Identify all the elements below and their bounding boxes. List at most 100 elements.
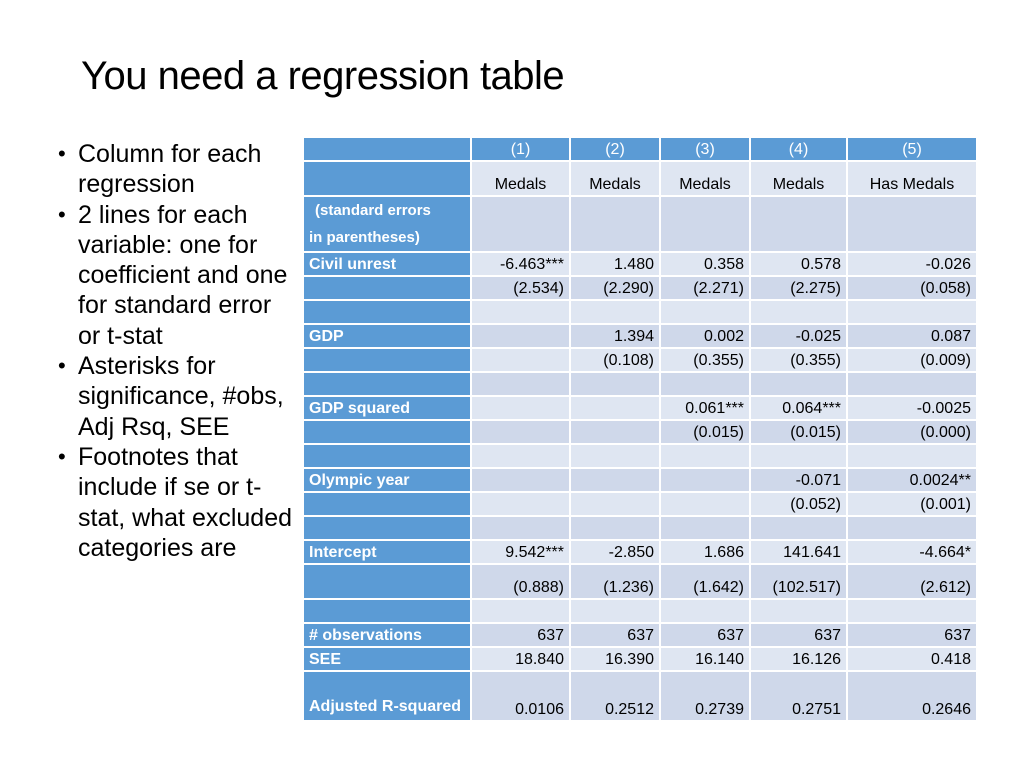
table-cell: 0.0106 xyxy=(470,670,571,722)
table-cell: 637 xyxy=(659,622,751,648)
table-cell: -0.0025 xyxy=(846,395,978,421)
table-cell: 0.0024** xyxy=(846,467,978,493)
row-label xyxy=(302,443,472,469)
table-cell: 18.840 xyxy=(470,646,571,672)
table-cell: -4.664* xyxy=(846,539,978,565)
table-cell: -0.025 xyxy=(749,323,848,349)
table-cell: 637 xyxy=(846,622,978,648)
table-row xyxy=(302,443,978,469)
table-cell: (0.052) xyxy=(749,491,848,517)
column-number-header: (3) xyxy=(659,136,751,162)
column-number-header: (5) xyxy=(846,136,978,162)
bullet-list: • Column for each regression • 2 lines for… xyxy=(56,139,296,563)
bullet-dot: • xyxy=(58,201,66,227)
table-cell: (1.642) xyxy=(659,563,751,600)
table-cell: 637 xyxy=(470,622,571,648)
table-cell xyxy=(846,443,978,469)
table-cell xyxy=(659,371,751,397)
table-cell: 0.2646 xyxy=(846,670,978,722)
table-cell xyxy=(659,491,751,517)
table-row: (2.534) (2.290) (2.271) (2.275) (0.058) xyxy=(302,275,978,301)
table-cell xyxy=(470,515,571,541)
table-cell xyxy=(470,195,571,253)
table-row: GDP 1.394 0.002 -0.025 0.087 xyxy=(302,323,978,349)
table-cell: (0.355) xyxy=(749,347,848,373)
table-cell xyxy=(470,467,571,493)
table-cell xyxy=(569,371,661,397)
table-cell: 16.126 xyxy=(749,646,848,672)
table-cell: -0.071 xyxy=(749,467,848,493)
table-cell: (2.612) xyxy=(846,563,978,600)
table-cell xyxy=(749,443,848,469)
table-cell: (0.355) xyxy=(659,347,751,373)
table-row: GDP squared 0.061*** 0.064*** -0.0025 xyxy=(302,395,978,421)
row-label: Olympic year xyxy=(302,467,472,493)
table-cell: 9.542*** xyxy=(470,539,571,565)
table-cell xyxy=(659,515,751,541)
bullet-dot: • xyxy=(58,353,66,379)
note-line: in parentheses) xyxy=(309,229,420,246)
slide-title: You need a regression table xyxy=(81,54,565,98)
row-label: Intercept xyxy=(302,539,472,565)
standard-errors-note: (standard errors in parentheses) xyxy=(302,195,472,253)
table-cell: (0.888) xyxy=(470,563,571,600)
bullet-dot: • xyxy=(58,141,66,166)
table-row xyxy=(302,515,978,541)
row-label xyxy=(302,299,472,325)
table-cell xyxy=(846,371,978,397)
header-corner-cell xyxy=(302,136,472,162)
table-row: (0.052) (0.001) xyxy=(302,491,978,517)
column-number-header: (2) xyxy=(569,136,661,162)
table-cell xyxy=(749,195,848,253)
table-cell: (0.015) xyxy=(659,419,751,445)
table-cell: -6.463*** xyxy=(470,251,571,277)
row-label: Civil unrest xyxy=(302,251,472,277)
bullet-item: • Asterisks for significance, #obs, Adj R… xyxy=(56,351,296,442)
column-number-header: (4) xyxy=(749,136,848,162)
table-cell: (2.534) xyxy=(470,275,571,301)
table-row: (0.015) (0.015) (0.000) xyxy=(302,419,978,445)
table-cell: 16.140 xyxy=(659,646,751,672)
row-label xyxy=(302,515,472,541)
table-row: SEE 18.840 16.390 16.140 16.126 0.418 xyxy=(302,646,978,672)
table-row xyxy=(302,299,978,325)
table-cell xyxy=(470,323,571,349)
table-cell xyxy=(749,598,848,624)
table-cell xyxy=(749,515,848,541)
table-row: Adjusted R-squared 0.0106 0.2512 0.2739 0.27… xyxy=(302,670,978,722)
table-cell xyxy=(470,443,571,469)
row-label: SEE xyxy=(302,646,472,672)
dependent-variable-cell: Medals xyxy=(659,160,751,197)
note-row: (standard errors in parentheses) xyxy=(302,195,978,253)
table-row: Olympic year -0.071 0.0024** xyxy=(302,467,978,493)
table-row: (0.108) (0.355) (0.355) (0.009) xyxy=(302,347,978,373)
table-cell: -0.026 xyxy=(846,251,978,277)
row-label xyxy=(302,347,472,373)
table-row xyxy=(302,598,978,624)
bullet-text: 2 lines for each variable: one for coeff… xyxy=(78,200,288,350)
table-cell: (2.275) xyxy=(749,275,848,301)
table-cell: (0.009) xyxy=(846,347,978,373)
table-cell: 1.394 xyxy=(569,323,661,349)
bullet-dot: • xyxy=(58,443,66,469)
table-cell: 0.061*** xyxy=(659,395,751,421)
table-row: # observations 637 637 637 637 637 xyxy=(302,622,978,648)
table-cell: (0.058) xyxy=(846,275,978,301)
row-label xyxy=(302,419,472,445)
dependent-variable-row: Medals Medals Medals Medals Has Medals xyxy=(302,160,978,197)
table-row: Intercept 9.542*** -2.850 1.686 141.641 -4.66… xyxy=(302,539,978,565)
row-label xyxy=(302,371,472,397)
row-label: Adjusted R-squared xyxy=(302,670,472,722)
table-cell: 141.641 xyxy=(749,539,848,565)
table-cell xyxy=(846,515,978,541)
row-label: GDP xyxy=(302,323,472,349)
table-cell: 16.390 xyxy=(569,646,661,672)
bullet-text: Footnotes that include if se or t-stat, … xyxy=(78,442,293,562)
table-cell: 0.002 xyxy=(659,323,751,349)
table-cell: 1.480 xyxy=(569,251,661,277)
bullet-text: Asterisks for significance, #obs, Adj Rs… xyxy=(78,352,284,441)
bullet-text: Column for each regression xyxy=(78,140,262,199)
table-cell: (0.000) xyxy=(846,419,978,445)
bullet-item: • 2 lines for each variable: one for coef… xyxy=(56,200,296,351)
row-label xyxy=(302,160,472,197)
